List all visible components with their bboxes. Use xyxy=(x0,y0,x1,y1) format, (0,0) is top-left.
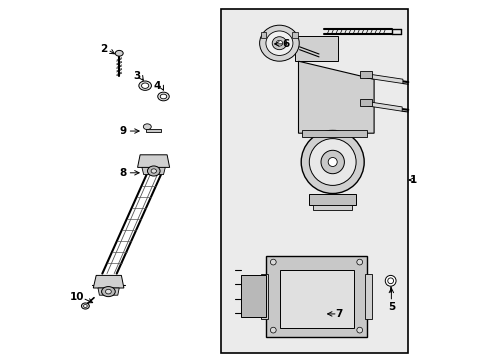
Ellipse shape xyxy=(309,139,355,185)
Polygon shape xyxy=(298,61,373,133)
Circle shape xyxy=(356,327,362,333)
Ellipse shape xyxy=(327,158,337,166)
Ellipse shape xyxy=(115,50,123,56)
Ellipse shape xyxy=(259,25,299,61)
Circle shape xyxy=(270,259,276,265)
Polygon shape xyxy=(145,129,161,132)
Ellipse shape xyxy=(151,169,156,173)
Ellipse shape xyxy=(158,92,169,101)
Polygon shape xyxy=(260,32,265,38)
Polygon shape xyxy=(241,275,265,317)
Ellipse shape xyxy=(320,150,344,174)
Ellipse shape xyxy=(143,124,151,130)
Polygon shape xyxy=(265,256,366,337)
Text: 8: 8 xyxy=(119,168,126,178)
Text: 6: 6 xyxy=(282,39,289,49)
Text: 4: 4 xyxy=(153,81,161,91)
Polygon shape xyxy=(309,194,355,205)
Ellipse shape xyxy=(102,287,115,297)
Polygon shape xyxy=(137,155,169,167)
Polygon shape xyxy=(366,74,402,84)
Ellipse shape xyxy=(301,131,364,194)
Polygon shape xyxy=(359,71,371,78)
Circle shape xyxy=(270,327,276,333)
Polygon shape xyxy=(279,270,354,328)
Circle shape xyxy=(356,259,362,265)
Text: 10: 10 xyxy=(70,292,84,302)
Polygon shape xyxy=(291,32,297,38)
Text: 9: 9 xyxy=(119,126,126,136)
Ellipse shape xyxy=(265,31,292,55)
Ellipse shape xyxy=(81,303,89,309)
Ellipse shape xyxy=(387,278,393,284)
Polygon shape xyxy=(366,102,401,111)
Polygon shape xyxy=(93,275,123,288)
Polygon shape xyxy=(260,274,267,319)
Polygon shape xyxy=(365,274,371,319)
Ellipse shape xyxy=(276,40,282,46)
Polygon shape xyxy=(312,205,352,210)
Ellipse shape xyxy=(272,37,286,50)
Text: 5: 5 xyxy=(387,302,394,312)
Ellipse shape xyxy=(147,166,160,176)
Ellipse shape xyxy=(160,94,166,99)
Ellipse shape xyxy=(83,305,87,307)
Text: 2: 2 xyxy=(100,44,107,54)
Text: 1: 1 xyxy=(408,175,416,185)
Polygon shape xyxy=(359,99,371,106)
Ellipse shape xyxy=(141,83,148,89)
Polygon shape xyxy=(98,288,119,295)
Bar xyxy=(221,9,407,353)
Ellipse shape xyxy=(385,275,395,286)
Text: 7: 7 xyxy=(334,309,342,319)
Ellipse shape xyxy=(139,81,151,90)
Text: 3: 3 xyxy=(133,71,140,81)
Polygon shape xyxy=(142,167,165,175)
Polygon shape xyxy=(302,130,366,137)
Ellipse shape xyxy=(105,289,111,294)
Polygon shape xyxy=(294,36,337,61)
